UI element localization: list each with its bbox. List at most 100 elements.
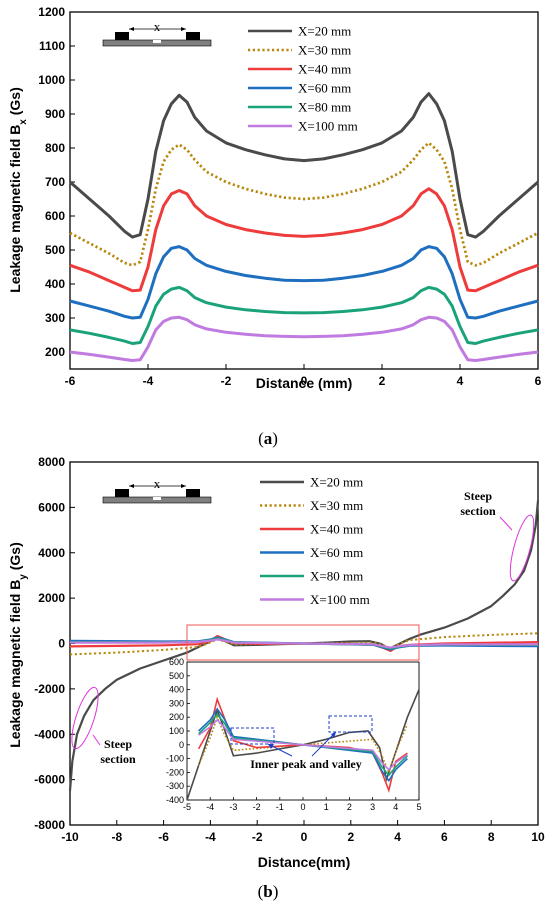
x-tick-label: 0 [301, 374, 308, 388]
y-tick-label: 200 [45, 345, 65, 359]
inner-valley-box [230, 727, 275, 745]
inset-series-lines [187, 689, 419, 800]
x-tick-label: -8 [111, 830, 122, 844]
legend-label-3: X=40 mm [310, 522, 363, 537]
y-axis-label-a: Leakage magnetic field Bx (Gs) [7, 87, 29, 293]
inset-y-tick-label: 600 [169, 657, 184, 667]
y-tick-label: -4000 [34, 727, 65, 741]
inset-x-tick-label: -5 [183, 802, 191, 812]
legend-label-1: X=20 mm [310, 475, 363, 490]
steep-label-left-2: section [100, 752, 136, 766]
x-tick-label: -10 [61, 830, 79, 844]
legend-label-3: X=40 mm [298, 62, 351, 77]
axes-a: -6 -4 -2 0 2 4 6 200 300 400 500 600 700 800 900 1000 11… [38, 5, 541, 388]
legend-label-6: X=100 mm [298, 119, 358, 134]
inset-x-tick-label: -3 [229, 802, 237, 812]
x-tick-label: 6 [535, 374, 542, 388]
inset-x-tick-label: 4 [393, 802, 398, 812]
specimen-schematic-b: x [102, 476, 212, 504]
inset-x-tick-label: 5 [416, 802, 421, 812]
x-tick-label: -4 [205, 830, 216, 844]
legend-label-4: X=60 mm [310, 545, 363, 560]
y-tick-label: -6000 [34, 773, 65, 787]
chart-b: -10 -8 -6 -4 -2 0 2 4 6 8 10-8000-6000-4000-200002… [7, 455, 545, 901]
specimen-schematic-a: x [102, 19, 212, 47]
x-tick-label: -6 [65, 374, 76, 388]
panel-caption-a: (a) [258, 429, 278, 448]
series-line-4 [69, 245, 539, 320]
legend-label-2: X=30 mm [310, 498, 363, 513]
inset-x-tick-label: -1 [276, 802, 284, 812]
series-line-1 [69, 92, 539, 239]
chart-a: -6 -4 -2 0 2 4 6 200 300 400 500 600 700 800 900 1000 11… [7, 5, 542, 448]
x-tick-label: -2 [221, 374, 232, 388]
inset-y-tick-label: 200 [169, 712, 184, 722]
steep-section-right-ellipse [509, 514, 535, 582]
inset-y-tick-label: 300 [169, 698, 184, 708]
steep-section-left-ellipse [71, 686, 99, 750]
y-tick-label: 2000 [38, 591, 65, 605]
inset-x-tick-label: 0 [300, 802, 305, 812]
x-tick-label: 10 [531, 830, 545, 844]
x-tick-label: -6 [158, 830, 169, 844]
legend-a: X=20 mm X=30 mm X=40 mm X=60 mm X=80 mm X=100… [248, 24, 358, 134]
inset-y-tick-label: 100 [169, 726, 184, 736]
inset-y-tick-label: -400 [166, 795, 184, 805]
legend-b: X=20 mm X=30 mm X=40 mm X=60 mm X=80 mm X=100… [260, 475, 370, 607]
legend-label-4: X=60 mm [298, 81, 351, 96]
y-tick-label: -8000 [34, 818, 65, 832]
y-tick-label: 1100 [39, 39, 65, 53]
x-axis-label-a: Distance (mm) [256, 375, 352, 391]
legend-label-5: X=80 mm [310, 569, 363, 584]
series-line-2 [69, 141, 539, 267]
inset-y-tick-label: -100 [166, 754, 184, 764]
y-tick-label: 8000 [38, 455, 65, 469]
inner-peak-box [328, 715, 373, 733]
x-tick-label: 0 [301, 830, 308, 844]
inset-y-tick-label: 500 [169, 671, 184, 681]
inset-y-tick-label: 0 [179, 740, 184, 750]
x-tick-label: 8 [488, 830, 495, 844]
inset-x-tick-label: 2 [347, 802, 352, 812]
x-tick-label: 2 [379, 374, 386, 388]
x-tick-label: -4 [143, 374, 154, 388]
x-tick-label: 2 [347, 830, 354, 844]
inset-y-tick-label: -300 [166, 781, 184, 791]
schematic-label-b: x [154, 476, 161, 491]
x-tick-label: 4 [457, 374, 464, 388]
y-tick-label: 700 [45, 175, 65, 189]
inset-x-tick-label: 1 [324, 802, 329, 812]
inset-x-tick-label: -4 [206, 802, 214, 812]
x-tick-label: 6 [441, 830, 448, 844]
series-lines-a [69, 92, 539, 362]
inset-axes: -5 -4 -3 -2 -1 0 1 2 3 4 5 -400 -300 -200 -100 0 100 200 3… [166, 657, 422, 812]
y-tick-label: -2000 [34, 682, 65, 696]
legend-label-2: X=30 mm [298, 43, 351, 58]
panel-caption-b: (b) [258, 882, 279, 901]
y-tick-label: 900 [45, 107, 65, 121]
y-tick-label: 600 [45, 209, 65, 223]
inner-peak-valley-label: Inner peak and valley [250, 757, 361, 771]
series-line-3 [69, 187, 539, 293]
axes-b: -10 -8 -6 -4 -2 0 2 4 6 8 10-8000-6000-4000-200002… [34, 455, 545, 844]
arrow-to-peak [311, 731, 337, 757]
x-axis-label-b: Distance(mm) [258, 854, 351, 870]
y-tick-label: 1200 [38, 5, 65, 19]
y-tick-label: 1000 [38, 73, 65, 87]
y-tick-label: 0 [58, 637, 65, 651]
steep-label-left-1: Steep [104, 737, 132, 751]
y-tick-label: 400 [45, 277, 65, 291]
y-tick-label: 4000 [38, 546, 65, 560]
series-line-5 [69, 285, 539, 345]
inset-x-tick-label: -2 [253, 802, 261, 812]
zoom-region-box [186, 624, 420, 661]
schematic-label-a: x [154, 19, 161, 34]
y-tick-label: 800 [45, 141, 65, 155]
legend-label-6: X=100 mm [310, 592, 370, 607]
y-tick-label: 300 [45, 311, 65, 325]
inset-y-tick-label: 400 [169, 685, 184, 695]
series-line-6 [69, 315, 539, 362]
legend-label-5: X=80 mm [298, 100, 351, 115]
x-tick-label: -2 [252, 830, 263, 844]
